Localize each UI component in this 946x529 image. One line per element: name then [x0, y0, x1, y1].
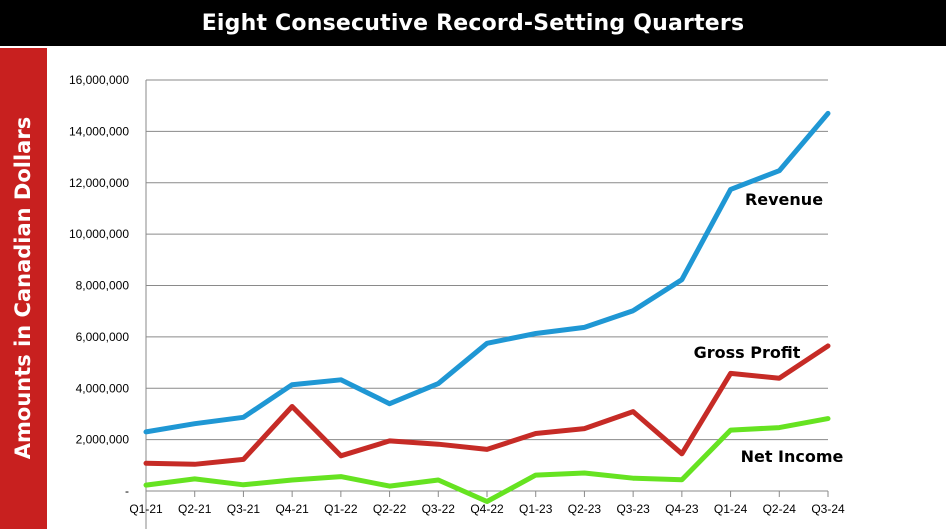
- series-label-revenue: Revenue: [745, 190, 823, 209]
- series-line-gross-profit: [143, 343, 831, 467]
- y-tick-label: 2,000,000: [76, 433, 130, 447]
- series-line-net-income: [143, 416, 831, 504]
- x-tick-label: Q3-23: [616, 502, 650, 516]
- x-tick-label: Q3-22: [422, 502, 456, 516]
- x-tick-label: Q2-21: [178, 502, 212, 516]
- y-tick-label: 8,000,000: [76, 279, 130, 293]
- x-tick-label: Q2-23: [568, 502, 602, 516]
- x-tick-label: Q1-21: [129, 502, 163, 516]
- y-axis-label-band: Amounts in Canadian Dollars: [0, 48, 47, 529]
- x-tick-label: Q2-24: [763, 502, 797, 516]
- y-tick-label: 10,000,000: [69, 227, 129, 241]
- y-tick-label: -: [125, 484, 129, 498]
- y-tick-label: 14,000,000: [69, 124, 129, 138]
- x-tick-label: Q3-21: [227, 502, 261, 516]
- x-tick-label: Q2-22: [373, 502, 407, 516]
- x-tick-label: Q4-21: [275, 502, 309, 516]
- x-tick-label: Q4-22: [470, 502, 504, 516]
- x-tick-label: Q1-24: [714, 502, 748, 516]
- x-tick-label: Q4-23: [665, 502, 699, 516]
- x-tick-label: Q3-24: [811, 502, 845, 516]
- y-tick-label: 12,000,000: [69, 176, 129, 190]
- series-label-gross-profit: Gross Profit: [694, 343, 801, 362]
- chart-title: Eight Consecutive Record-Setting Quarter…: [201, 10, 745, 36]
- x-tick-label: Q1-22: [324, 502, 358, 516]
- x-tick-label: Q1-23: [519, 502, 553, 516]
- series-label-net-income: Net Income: [741, 447, 844, 466]
- title-bar: Eight Consecutive Record-Setting Quarter…: [0, 0, 946, 46]
- y-tick-label: 6,000,000: [76, 330, 130, 344]
- series-line-revenue: [143, 110, 831, 435]
- y-tick-label: 4,000,000: [76, 381, 130, 395]
- y-tick-label: 16,000,000: [69, 73, 129, 87]
